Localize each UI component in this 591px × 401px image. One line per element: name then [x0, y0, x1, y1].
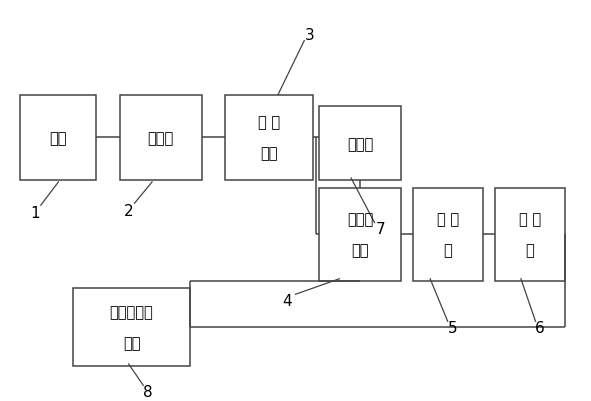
Text: 阀: 阀	[443, 243, 452, 257]
Bar	[319, 107, 401, 180]
Text: 6: 6	[535, 321, 545, 336]
Text: 计: 计	[525, 243, 534, 257]
Text: 流 量: 流 量	[519, 212, 541, 227]
Text: 3: 3	[306, 28, 315, 43]
Text: 岩心检测传: 岩心检测传	[110, 304, 154, 320]
Text: 容器: 容器	[261, 146, 278, 161]
Text: 2: 2	[124, 204, 134, 219]
Text: 压力表: 压力表	[347, 136, 373, 151]
Text: 1: 1	[30, 206, 40, 221]
Bar	[73, 289, 190, 366]
Bar	[20, 95, 96, 180]
Text: 增压泵: 增压泵	[148, 131, 174, 146]
Text: 岩心夹: 岩心夹	[347, 212, 373, 227]
Text: 中 间: 中 间	[258, 115, 280, 130]
Text: 持器: 持器	[351, 243, 369, 257]
Text: 8: 8	[143, 384, 153, 399]
Text: 气源: 气源	[50, 131, 67, 146]
Bar	[319, 188, 401, 281]
Text: 感器: 感器	[123, 335, 140, 350]
Bar	[413, 188, 483, 281]
Text: 7: 7	[375, 221, 385, 236]
Bar	[120, 95, 202, 180]
Text: 5: 5	[447, 321, 457, 336]
Text: 4: 4	[282, 293, 291, 308]
Bar	[495, 188, 565, 281]
Text: 节 流: 节 流	[437, 212, 459, 227]
Bar	[225, 95, 313, 180]
